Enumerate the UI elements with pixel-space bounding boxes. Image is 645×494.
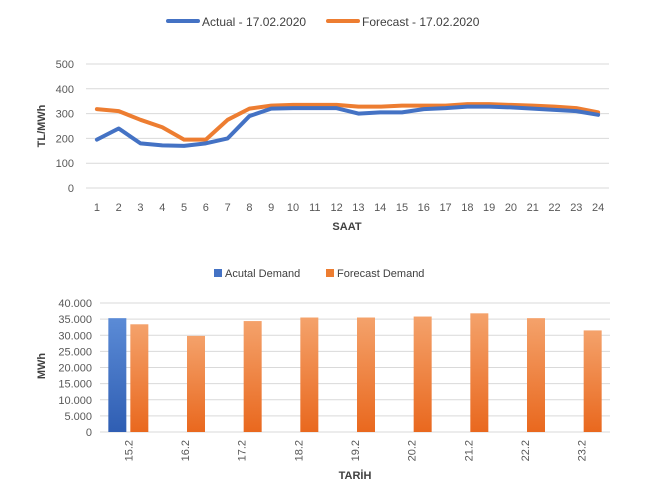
bar-chart-x-tick-label: 18.2	[293, 440, 305, 461]
line-chart-x-tick-label: 9	[268, 202, 274, 214]
forecast-demand-bar	[413, 316, 432, 432]
line-chart-x-tick-label: 8	[246, 202, 252, 214]
actual-demand-bar	[108, 318, 127, 432]
line-chart-x-tick-label: 2	[116, 202, 122, 214]
line-chart-series	[94, 102, 601, 148]
line-chart-y-tick-label: 300	[56, 109, 74, 121]
bar-chart-y-tick-label: 30.000	[58, 330, 92, 342]
bar-chart-y-tick-label: 10.000	[58, 395, 92, 407]
actual-series-line	[94, 104, 601, 148]
bar-chart-bars	[108, 313, 602, 432]
line-chart-x-axis-title: SAAT	[332, 221, 361, 233]
bar-chart-legend: Acutal Demand Forecast Demand	[214, 268, 424, 280]
legend-actual-demand-swatch	[214, 269, 222, 277]
bar-chart-y-tick-label: 35.000	[58, 314, 92, 326]
line-chart-x-tick-label: 14	[374, 202, 386, 214]
line-chart-x-tick-label: 10	[287, 202, 299, 214]
line-chart-x-tick-label: 20	[505, 202, 517, 214]
line-chart-x-tick-label: 1	[94, 202, 100, 214]
line-chart-x-tick-label: 23	[570, 202, 582, 214]
bar-chart-x-ticks: 15.2 16.2 17.2 18.2 19.2 20.2 21.2 22.2 23.2	[123, 440, 588, 461]
bar-chart-x-tick-label: 17.2	[237, 440, 249, 461]
line-chart-x-tick-label: 4	[159, 202, 165, 214]
line-chart-x-tick-label: 18	[461, 202, 473, 214]
line-chart-x-tick-label: 15	[396, 202, 408, 214]
forecast-demand-bar	[527, 318, 545, 432]
bar-chart-x-tick-label: 16.2	[180, 440, 192, 461]
legend-forecast-demand-swatch	[326, 269, 334, 277]
bar-chart-y-tick-label: 15.000	[58, 379, 92, 391]
line-chart-x-ticks: 1 2 3 4 5 6 7 8 9 10 11 12 13 14 15 16 17 18 19 20 21 22 23 24	[94, 202, 604, 214]
bar-chart-y-axis-title: MWh	[36, 353, 48, 380]
bar-chart-y-tick-label: 0	[86, 427, 92, 439]
forecast-series-line	[94, 102, 601, 142]
line-chart-x-tick-label: 13	[352, 202, 364, 214]
bar-chart: Acutal Demand Forecast Demand 0 5.000 10.0…	[36, 268, 610, 482]
forecast-demand-bar	[357, 317, 375, 432]
forecast-demand-bar	[470, 313, 489, 432]
line-chart-x-tick-label: 16	[418, 202, 430, 214]
forecast-demand-bar	[243, 321, 262, 432]
line-chart-x-tick-label: 17	[439, 202, 451, 214]
line-chart-x-tick-label: 21	[527, 202, 539, 214]
line-chart-x-tick-label: 12	[330, 202, 342, 214]
line-chart: Actual - 17.02.2020 Forecast - 17.02.202…	[36, 15, 609, 233]
bar-chart-x-tick-label: 20.2	[407, 440, 419, 461]
line-chart-gridlines	[86, 63, 609, 189]
bar-chart-gridlines	[100, 302, 610, 433]
line-chart-x-tick-label: 11	[309, 202, 320, 214]
line-chart-x-tick-label: 19	[483, 202, 495, 214]
bar-chart-y-tick-label: 40.000	[58, 298, 92, 310]
line-chart-legend: Actual - 17.02.2020 Forecast - 17.02.202…	[166, 15, 480, 29]
bar-chart-x-tick-label: 15.2	[123, 440, 135, 461]
line-chart-y-ticks: 0 100 200 300 400 500	[56, 59, 74, 195]
forecast-demand-bar	[300, 317, 319, 432]
legend-forecast-label: Forecast - 17.02.2020	[362, 15, 480, 29]
bar-chart-y-tick-label: 20.000	[58, 363, 92, 375]
line-chart-x-tick-label: 7	[225, 202, 231, 214]
line-chart-y-tick-label: 0	[68, 183, 74, 195]
line-chart-x-tick-label: 6	[203, 202, 209, 214]
line-chart-x-tick-label: 5	[181, 202, 187, 214]
bar-chart-x-tick-label: 19.2	[350, 440, 362, 461]
forecast-demand-bar	[583, 330, 602, 432]
line-chart-y-tick-label: 400	[56, 84, 74, 96]
line-chart-y-tick-label: 100	[56, 158, 74, 170]
bar-chart-y-ticks: 0 5.000 10.000 15.000 20.000 25.000 30.000 35.0…	[58, 298, 92, 439]
legend-actual-demand-label: Acutal Demand	[225, 268, 300, 280]
line-chart-x-tick-label: 24	[592, 202, 604, 214]
line-chart-y-tick-label: 500	[56, 59, 74, 71]
bar-chart-x-tick-label: 22.2	[520, 440, 532, 461]
bar-chart-x-tick-label: 21.2	[463, 440, 475, 461]
legend-forecast-demand-label: Forecast Demand	[337, 268, 424, 280]
forecast-demand-bar	[187, 335, 205, 432]
bar-chart-y-tick-label: 5.000	[64, 411, 92, 423]
line-chart-y-axis-title: TL/MWh	[36, 104, 48, 147]
line-chart-x-tick-label: 22	[548, 202, 560, 214]
bar-chart-y-tick-label: 25.000	[58, 346, 92, 358]
forecast-demand-bar	[130, 324, 149, 432]
line-chart-y-tick-label: 200	[56, 133, 74, 145]
bar-chart-x-tick-label: 23.2	[577, 440, 589, 461]
line-chart-x-tick-label: 3	[137, 202, 143, 214]
bar-chart-x-axis-title: TARİH	[339, 469, 372, 482]
legend-actual-label: Actual - 17.02.2020	[202, 15, 306, 29]
